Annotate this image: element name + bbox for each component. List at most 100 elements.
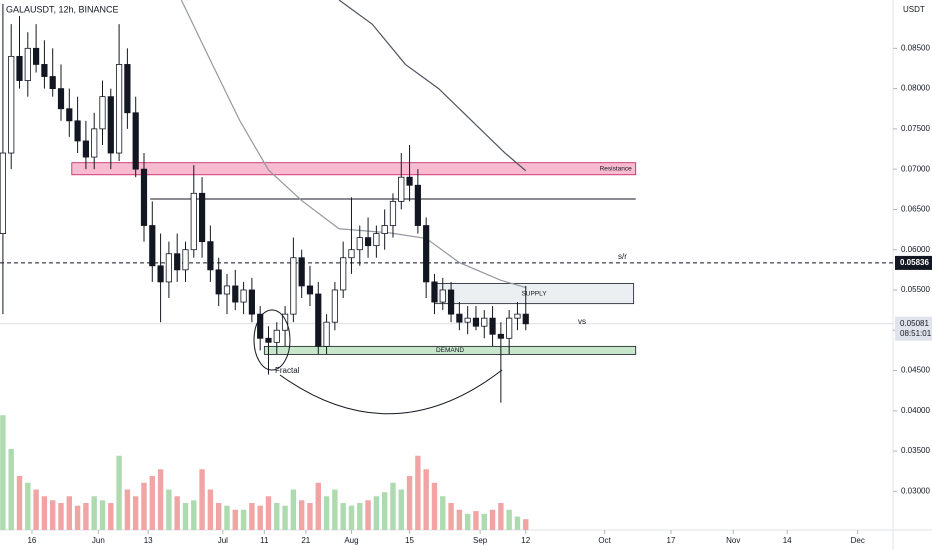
- candle-body: [306, 285, 314, 295]
- volume-bar: [25, 482, 31, 530]
- x-tick-label: Oct: [598, 536, 611, 545]
- volume-bar: [415, 455, 421, 530]
- candle-body: [91, 128, 98, 158]
- volume-bar: [108, 503, 114, 530]
- candle-body: [315, 293, 322, 347]
- volume-bar: [141, 482, 147, 530]
- candle-body: [464, 317, 471, 323]
- y-tick-label: 0.03500: [901, 446, 930, 455]
- candle-body: [340, 257, 347, 291]
- volume-bar: [191, 500, 197, 530]
- candle-body: [157, 265, 164, 283]
- candle-body: [107, 96, 114, 154]
- candle-body: [364, 237, 372, 247]
- volume-bar: [498, 503, 504, 530]
- candle-body: [198, 192, 206, 243]
- y-tick-label: 0.05500: [901, 285, 930, 294]
- candle-body: [398, 176, 405, 202]
- x-tick-label: 17: [667, 536, 676, 545]
- volume-bar: [232, 509, 238, 530]
- volume-bar: [50, 500, 56, 530]
- x-tick-label: 21: [301, 536, 310, 545]
- candle-body: [0, 152, 7, 234]
- candle-body: [16, 55, 23, 81]
- candle-body: [57, 88, 65, 110]
- volume-bar: [199, 469, 205, 530]
- candle-body: [132, 112, 139, 170]
- volume-bar: [423, 469, 429, 530]
- candle-body: [323, 321, 330, 347]
- sr-price-label: 0.05836: [900, 258, 929, 267]
- x-tick-label: 11: [260, 536, 269, 545]
- volume-bar: [240, 509, 247, 530]
- volume-bar: [166, 489, 172, 530]
- y-tick-label: 0.06500: [901, 205, 930, 214]
- candle-body: [215, 269, 222, 295]
- volume-bar: [406, 476, 413, 530]
- candle-body: [447, 289, 455, 315]
- volume-bar: [274, 503, 280, 530]
- volume-bar: [157, 469, 164, 530]
- fractal-circle: [253, 309, 291, 371]
- current-price-box: [895, 316, 932, 341]
- candle-body: [389, 200, 397, 226]
- sr-label: s/r: [618, 252, 627, 261]
- candle-body: [182, 249, 189, 271]
- candle-body: [174, 253, 181, 271]
- x-tick-label: Sep: [473, 536, 488, 545]
- candle-body: [439, 289, 446, 303]
- candle-body: [481, 317, 488, 327]
- x-tick-label: 14: [783, 536, 792, 545]
- candle-body: [290, 257, 297, 315]
- candle-body: [8, 55, 15, 154]
- candle-body: [66, 108, 73, 122]
- y-tick-label: 0.08000: [901, 84, 930, 93]
- candle-body: [140, 168, 148, 226]
- x-tick-label: Aug: [344, 536, 358, 545]
- volume-bar: [489, 509, 496, 530]
- candle-body: [265, 337, 272, 343]
- volume-bar: [99, 500, 106, 530]
- x-tick-label: 13: [144, 536, 153, 545]
- current-price-label: 0.05081: [900, 319, 929, 328]
- candle-body: [472, 317, 480, 327]
- zone: [71, 162, 637, 176]
- candle-body: [165, 253, 172, 283]
- volume-bar: [398, 489, 404, 530]
- x-tick-label: Jul: [218, 536, 228, 545]
- volume-bar: [16, 476, 23, 530]
- volume-bar: [33, 489, 39, 530]
- candle-body: [232, 285, 239, 303]
- volume-bar: [298, 500, 305, 530]
- y-tick-label: 0.04000: [901, 406, 930, 415]
- volume-bar: [132, 496, 139, 530]
- volume-bar: [290, 489, 297, 530]
- candle-body: [124, 64, 131, 114]
- x-tick-label: 12: [521, 536, 530, 545]
- candle-body: [257, 313, 264, 339]
- candle-body: [514, 313, 521, 319]
- zone-label: DEMAND: [436, 347, 464, 354]
- volume-bar: [182, 503, 189, 530]
- candle-body: [207, 241, 214, 271]
- volume-bar: [124, 489, 131, 530]
- volume-bar: [315, 482, 321, 530]
- candle-body: [381, 225, 388, 234]
- volume-bar: [116, 455, 122, 530]
- volume-bar: [74, 505, 81, 530]
- volume-bar: [340, 503, 346, 530]
- zone-label: Resistance: [600, 165, 633, 172]
- candle-body: [273, 329, 280, 343]
- volume-bar: [440, 496, 446, 530]
- candle-body: [24, 47, 31, 81]
- y-tick-label: 0.07500: [901, 124, 930, 133]
- candle-body: [33, 47, 40, 65]
- volume-bar: [207, 489, 214, 530]
- candle-body: [348, 249, 355, 259]
- volume-bar: [464, 513, 471, 530]
- volume-bar: [506, 509, 512, 530]
- volume-bar: [481, 513, 487, 530]
- candle-body: [49, 76, 56, 90]
- volume-bar: [473, 511, 479, 530]
